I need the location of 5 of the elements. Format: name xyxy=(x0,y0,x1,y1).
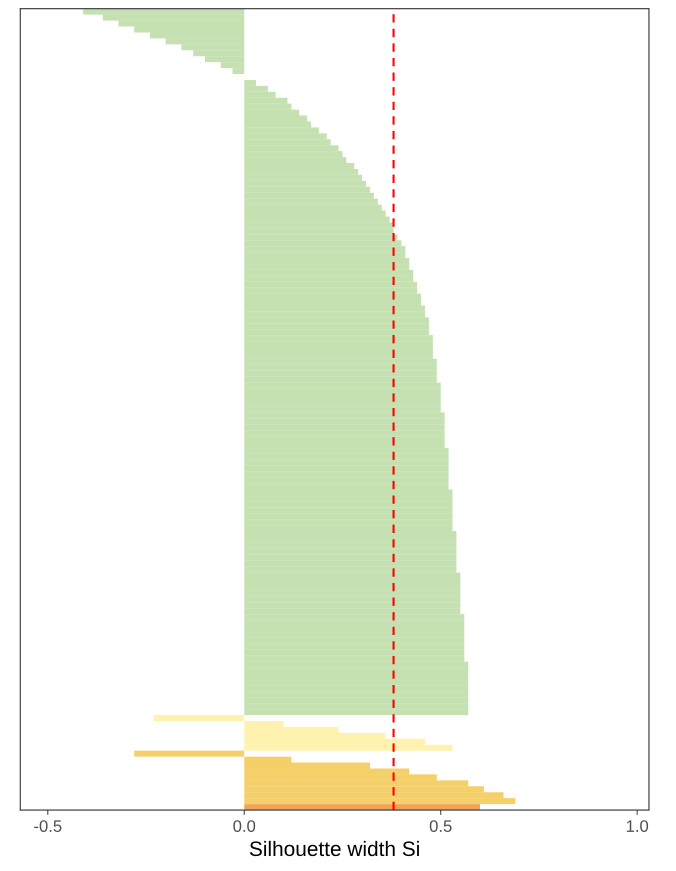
x-axis-title: Silhouette width Si xyxy=(250,840,419,856)
x-tick-label: -0.5 xyxy=(34,820,62,832)
x-tick-label: 1.0 xyxy=(626,820,648,832)
x-tick-label: 0.0 xyxy=(233,820,256,832)
x-tick-label: 0.5 xyxy=(430,820,452,832)
